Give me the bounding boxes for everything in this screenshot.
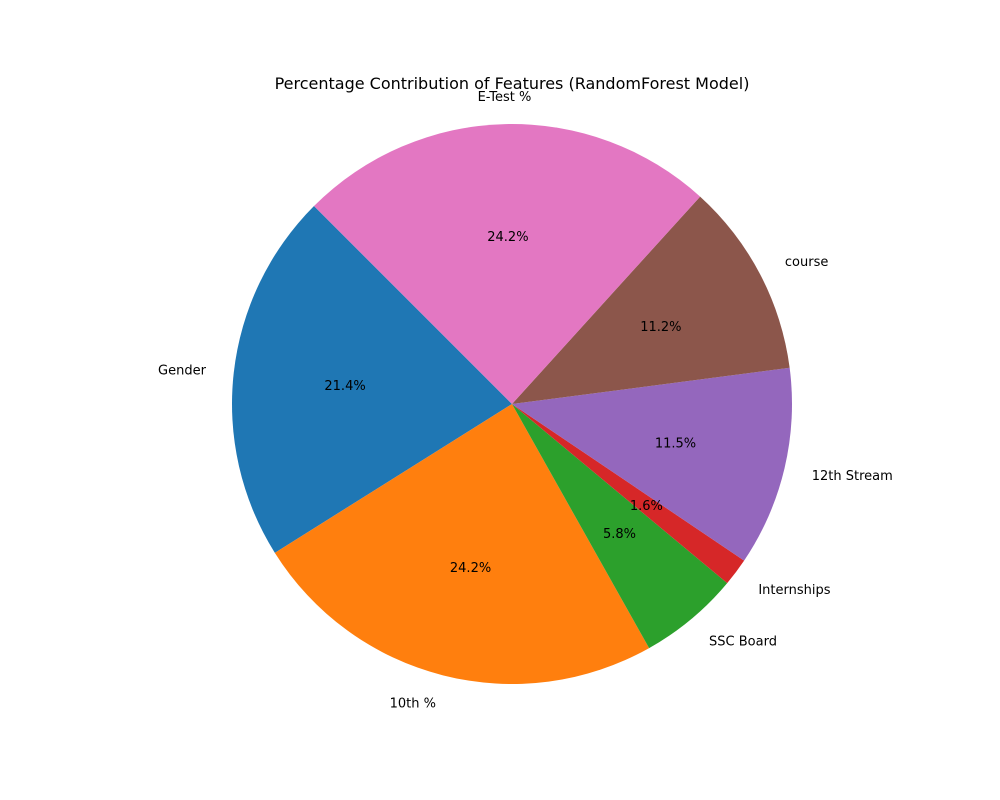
pie-labels: Gender 21.4% 10th % 24.2% SSC Board 5.8% Inter… (158, 90, 893, 711)
pct-label-10th: 24.2% (450, 561, 491, 576)
slice-label-course: course (785, 255, 828, 270)
pct-label-course: 11.2% (640, 320, 681, 335)
pie-slices (232, 123, 793, 684)
slice-label-internships: Internships (758, 583, 830, 598)
pct-label-ssc-board: 5.8% (603, 527, 636, 542)
slice-label-12th-stream: 12th Stream (812, 469, 893, 484)
pie-slice-12th-stream (512, 367, 793, 561)
pie-slice-e-test (314, 123, 701, 404)
pie-slice-internships (512, 404, 745, 584)
slice-label-10th: 10th % (390, 696, 436, 711)
pct-label-e-test: 24.2% (487, 230, 528, 245)
pie-slice-ssc-board (512, 404, 728, 649)
slice-label-ssc-board: SSC Board (709, 635, 777, 650)
slice-label-gender: Gender (158, 363, 207, 378)
slice-label-e-test: E-Test % (478, 90, 532, 105)
pct-label-internships: 1.6% (630, 499, 663, 514)
pct-label-12th-stream: 11.5% (655, 437, 696, 452)
pct-label-gender: 21.4% (324, 379, 365, 394)
pie-slice-gender (232, 206, 512, 553)
chart-title: Percentage Contribution of Features (Ran… (275, 74, 750, 93)
pie-slice-10th (274, 404, 650, 684)
pie-slice-course (512, 196, 790, 404)
